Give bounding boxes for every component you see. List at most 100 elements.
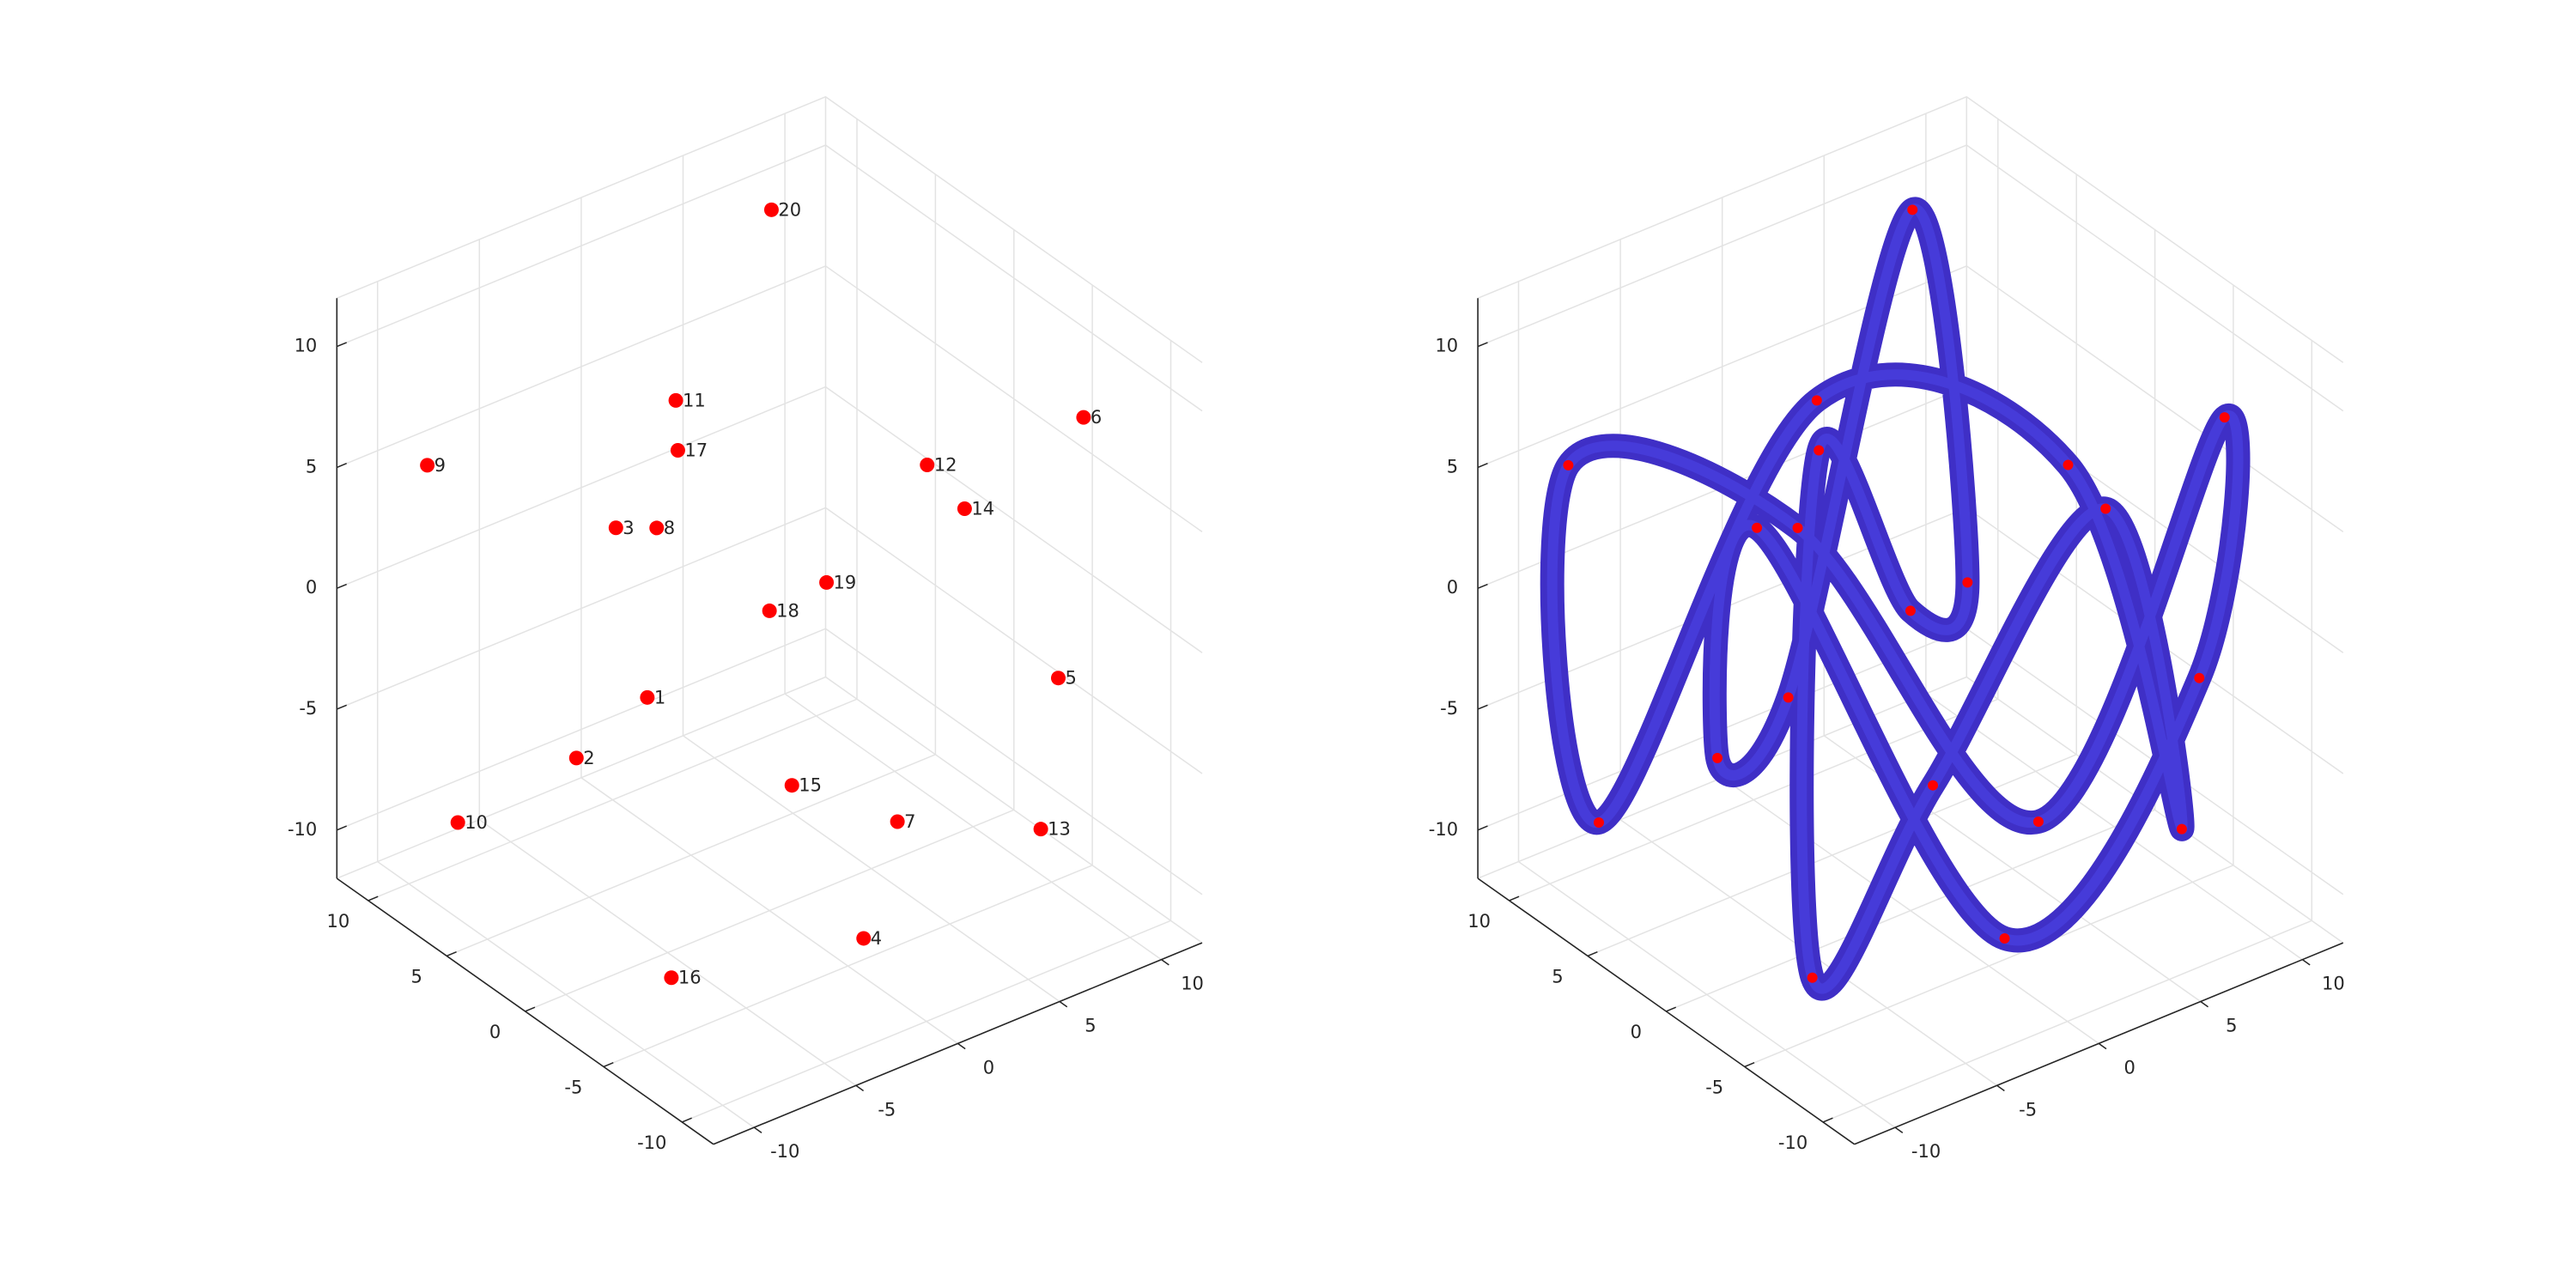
point-label: 4 xyxy=(871,928,882,949)
point xyxy=(2100,503,2111,514)
x-tick xyxy=(2098,1042,2107,1050)
point xyxy=(1905,605,1916,616)
point xyxy=(2219,412,2230,423)
z-tick xyxy=(337,463,347,469)
z-tick-label: 5 xyxy=(306,456,317,477)
point xyxy=(608,520,623,536)
point xyxy=(640,689,655,705)
point xyxy=(1563,459,1574,471)
point-label: 15 xyxy=(799,775,822,796)
z-tick-label: -5 xyxy=(299,698,317,719)
point xyxy=(1593,817,1604,829)
tube-highlight xyxy=(1546,203,2244,994)
x-tick xyxy=(1161,959,1170,966)
z-tick-label: 10 xyxy=(295,336,318,356)
y-tick-label: 5 xyxy=(1552,966,1563,987)
y-tick-label: -5 xyxy=(1705,1077,1723,1097)
x-tick-label: 5 xyxy=(1084,1016,1096,1036)
axes-3d: -10-50510-10-50510-10-505101234567891011… xyxy=(288,95,1204,1162)
point-label: 16 xyxy=(678,968,702,988)
point xyxy=(2063,459,2074,471)
z-tick-label: -10 xyxy=(288,819,317,840)
point xyxy=(856,931,872,946)
point xyxy=(1792,522,1803,533)
point-label: 14 xyxy=(971,498,994,519)
point xyxy=(1962,577,1973,588)
point-label: 3 xyxy=(623,518,634,538)
y-tick-label: 0 xyxy=(1631,1022,1642,1042)
point xyxy=(2194,672,2205,683)
point-label: 17 xyxy=(684,440,708,461)
y-tick xyxy=(1666,1006,1677,1012)
y-tick xyxy=(1822,1117,1833,1123)
point-label: 12 xyxy=(934,454,957,475)
point-label: 11 xyxy=(683,390,706,410)
point xyxy=(420,458,435,473)
z-tick xyxy=(337,342,347,348)
z-tick-label: 10 xyxy=(1435,336,1458,356)
x-tick-label: -5 xyxy=(2019,1099,2037,1120)
x-axis-line xyxy=(713,942,1203,1145)
z-tick-label: -5 xyxy=(1440,698,1458,719)
y-tick-label: -10 xyxy=(1778,1132,1807,1153)
y-tick xyxy=(603,1062,614,1068)
z-tick-label: 5 xyxy=(1447,456,1458,477)
x-tick xyxy=(1996,1084,2005,1092)
point xyxy=(1752,522,1763,533)
x-tick-label: -5 xyxy=(878,1099,896,1120)
point-label: 13 xyxy=(1048,819,1071,840)
point xyxy=(450,815,465,830)
z-tick-label: 0 xyxy=(1447,577,1458,598)
y-tick-label: -10 xyxy=(637,1132,666,1153)
point-label: 5 xyxy=(1065,668,1076,689)
x-tick xyxy=(2200,1000,2208,1008)
y-tick xyxy=(1587,951,1598,957)
x-tick-label: 0 xyxy=(983,1057,994,1078)
point xyxy=(763,202,779,217)
point xyxy=(1050,671,1066,686)
z-tick xyxy=(337,583,347,589)
x-tick-label: 0 xyxy=(2124,1057,2136,1078)
y-tick xyxy=(1744,1062,1755,1068)
z-tick xyxy=(1477,583,1488,589)
point xyxy=(1807,972,1818,983)
point-label: 20 xyxy=(778,199,801,220)
axes-3d: -10 -5 0 5 10 -10 -5 0 5 10 -10 -5 0 5 10 xyxy=(1429,95,2345,1162)
point xyxy=(784,778,799,793)
x-tick-label: 10 xyxy=(1181,974,1204,994)
point xyxy=(1033,822,1048,837)
z-tick xyxy=(1477,704,1488,710)
point xyxy=(920,457,935,472)
point xyxy=(1999,932,2010,944)
y-tick xyxy=(446,951,457,957)
point-label: 1 xyxy=(654,687,665,707)
point-label: 10 xyxy=(465,812,488,833)
point-label: 7 xyxy=(904,811,915,832)
z-tick xyxy=(1477,825,1488,831)
point-label: 18 xyxy=(776,600,799,621)
point xyxy=(957,501,972,516)
x-tick xyxy=(1894,1126,1904,1133)
point-label: 9 xyxy=(434,455,446,476)
point xyxy=(670,443,685,458)
x-tick-label: 10 xyxy=(2322,974,2345,994)
point xyxy=(664,970,679,986)
x-tick-label: -10 xyxy=(1911,1141,1941,1162)
y-tick xyxy=(525,1006,536,1012)
point xyxy=(2032,817,2044,828)
y-tick-label: 5 xyxy=(411,966,422,987)
x-tick xyxy=(753,1126,762,1133)
x-tick xyxy=(855,1084,865,1092)
z-tick xyxy=(1477,342,1488,348)
x-tick xyxy=(1059,1000,1068,1008)
x-tick xyxy=(957,1042,966,1050)
z-tick xyxy=(337,704,347,710)
y-tick xyxy=(681,1117,692,1123)
x-tick-label: -10 xyxy=(770,1141,799,1162)
point-label: 2 xyxy=(583,748,594,768)
y-tick-label: 0 xyxy=(489,1022,501,1042)
point xyxy=(762,603,777,618)
point xyxy=(1783,692,1794,703)
z-tick xyxy=(337,825,347,831)
point xyxy=(2176,823,2187,835)
